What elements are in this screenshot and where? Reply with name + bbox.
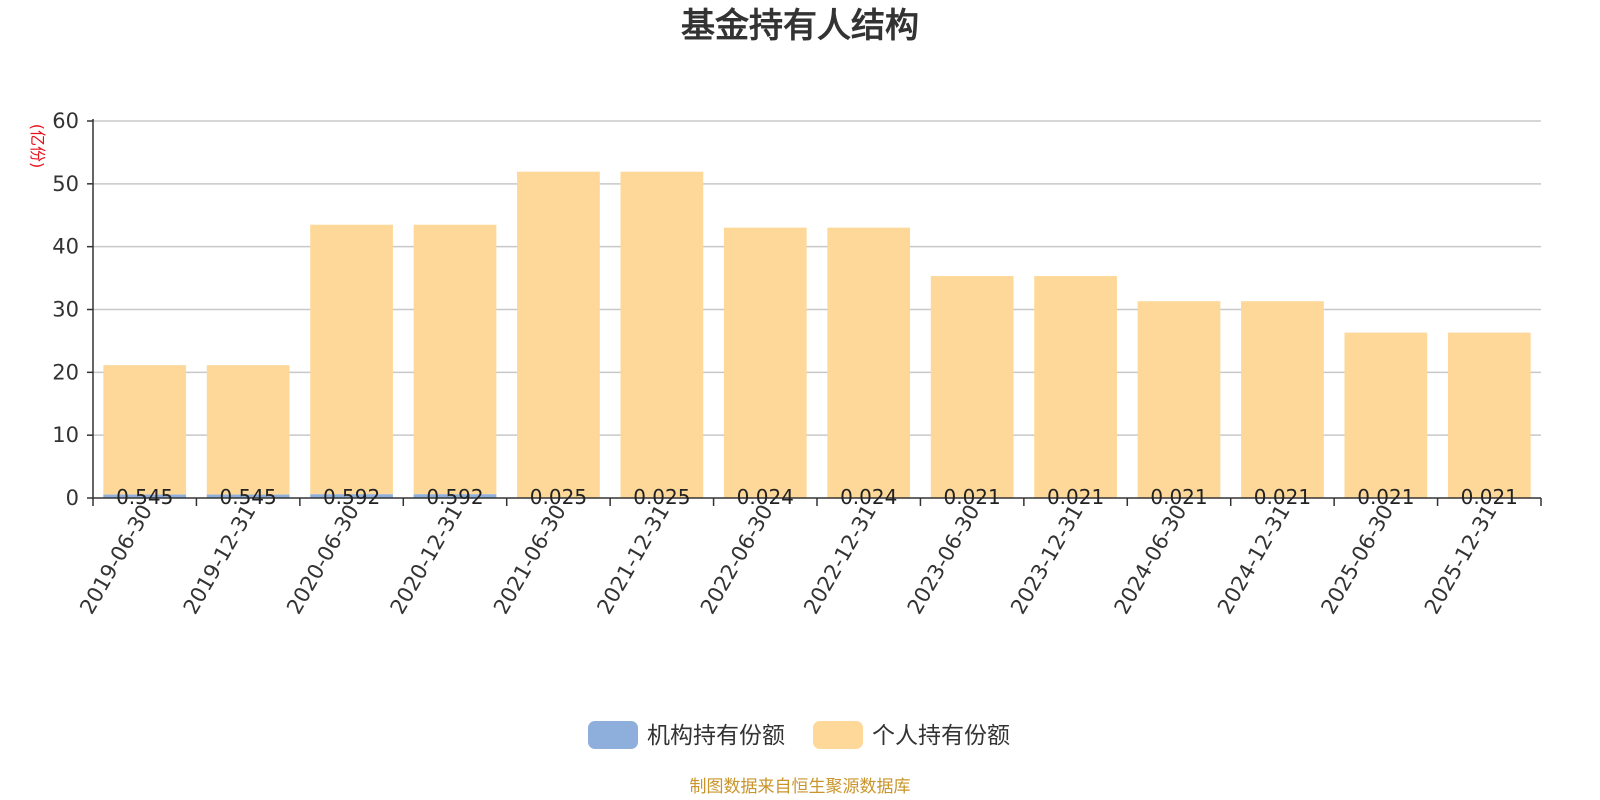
x-tick-label: 2021-12-31	[592, 501, 674, 619]
x-tick-label: 2022-12-31	[799, 501, 881, 619]
x-tick-label: 2020-12-31	[386, 501, 468, 619]
chart-title: 基金持有人结构	[681, 6, 919, 46]
data-label-institution: 0.025	[633, 485, 690, 509]
bars	[103, 171, 1531, 498]
data-label-institution: 0.025	[530, 485, 587, 509]
x-axis-ticks: 2019-06-30 2019-12-31 2020-06-30 2020-12-31…	[75, 500, 1501, 618]
axes	[87, 119, 1542, 506]
source-note: 制图数据来自恒生聚源数据库	[690, 777, 911, 797]
y-tick-label: 20	[52, 360, 79, 384]
y-unit-label: (亿份)	[28, 124, 47, 169]
bar-individual	[620, 171, 704, 498]
x-tick-label: 2022-06-30	[696, 501, 778, 619]
bar-individual	[1241, 301, 1324, 498]
data-label-institution: 0.021	[1047, 485, 1104, 509]
data-label-institution: 0.024	[840, 485, 897, 509]
y-axis-ticks: 0 10 20 30 40 50 60	[52, 109, 79, 510]
data-label-institution: 0.545	[116, 485, 173, 509]
bar-individual	[1137, 301, 1221, 498]
bar-individual	[206, 365, 290, 495]
data-label-institution: 0.592	[323, 485, 380, 509]
y-tick-label: 10	[52, 423, 79, 447]
bar-individual	[723, 227, 807, 498]
bar-institution	[413, 494, 497, 498]
x-tick-label: 2024-06-30	[1110, 501, 1192, 619]
bar-individual	[103, 365, 187, 495]
bar-individual	[413, 224, 497, 495]
x-tick-label: 2019-12-31	[179, 501, 261, 619]
x-tick-label: 2021-06-30	[489, 501, 571, 619]
y-tick-label: 30	[52, 298, 79, 322]
x-tick-label: 2024-12-31	[1213, 501, 1295, 619]
bar-individual	[1034, 276, 1117, 498]
x-tick-label: 2023-06-30	[903, 500, 985, 618]
legend: 机构持有份额 个人持有份额	[588, 721, 1010, 749]
bar-individual	[1447, 332, 1531, 498]
bar-institution	[206, 494, 290, 498]
y-tick-label: 40	[52, 235, 79, 259]
x-tick-label: 2025-06-30	[1316, 501, 1398, 619]
y-tick-label: 0	[66, 486, 79, 510]
x-tick-label: 2025-12-31	[1420, 501, 1502, 619]
data-label-institution: 0.021	[1461, 485, 1518, 509]
legend-swatch	[813, 721, 863, 749]
legend-label: 个人持有份额	[872, 723, 1010, 749]
data-label-institution: 0.021	[1357, 485, 1414, 509]
x-tick-label: 2020-06-30	[282, 501, 364, 619]
bar-individual	[517, 171, 600, 498]
data-label-institution: 0.021	[1254, 485, 1311, 509]
bar-institution	[310, 494, 393, 498]
bar-individual	[930, 276, 1014, 498]
data-labels: 0.545 0.545 0.592 0.592 0.025 0.025 0.024 0.024…	[116, 485, 1518, 509]
bar-individual	[827, 227, 911, 498]
x-tick-label: 2023-12-31	[1006, 501, 1088, 619]
data-label-institution: 0.545	[220, 485, 277, 509]
bar-individual	[310, 224, 393, 495]
legend-swatch	[588, 721, 638, 749]
data-label-institution: 0.024	[737, 485, 794, 509]
data-label-institution: 0.592	[426, 485, 483, 509]
data-label-institution: 0.021	[1150, 485, 1207, 509]
legend-label: 机构持有份额	[647, 723, 785, 749]
data-label-institution: 0.021	[944, 485, 1001, 509]
bar-individual	[1344, 332, 1428, 498]
y-tick-label: 60	[52, 109, 79, 133]
bar-institution	[103, 494, 187, 498]
y-tick-label: 50	[52, 172, 79, 196]
x-tick-label: 2019-06-30	[75, 501, 157, 619]
